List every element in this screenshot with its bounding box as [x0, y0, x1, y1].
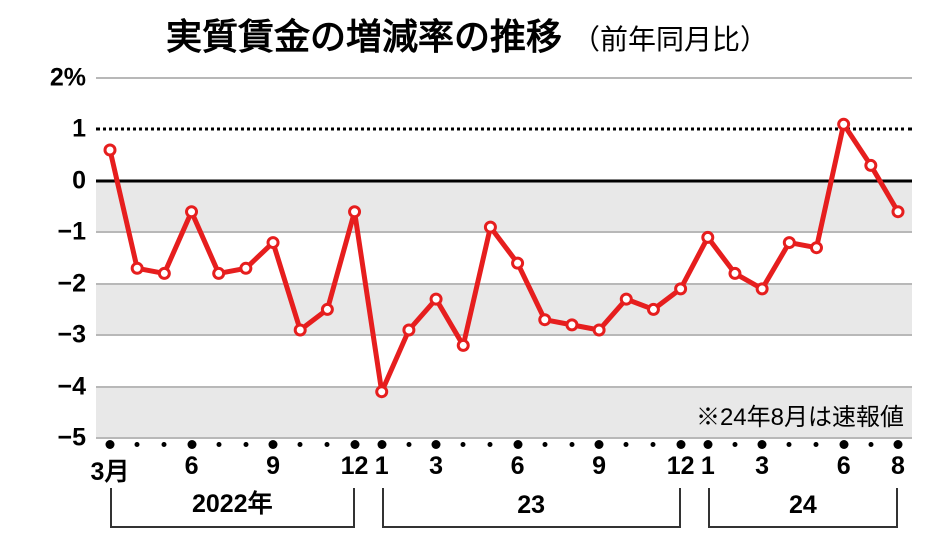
x-tick-label: 1	[375, 452, 389, 481]
x-tick-label: 3月	[91, 452, 130, 488]
y-tick-label: −1	[57, 218, 86, 247]
x-tick-dot	[732, 442, 737, 447]
data-point	[648, 304, 658, 314]
year-group-label: 2022年	[186, 484, 279, 520]
x-tick-dot	[894, 440, 903, 449]
y-axis-labels: 2%10−1−2−3−4−5	[22, 78, 92, 438]
data-point	[703, 232, 713, 242]
data-point	[187, 207, 197, 217]
x-tick-dot	[106, 440, 115, 449]
y-tick-label: −4	[57, 372, 86, 401]
x-tick-dot	[488, 442, 493, 447]
x-tick-label: 6	[837, 452, 851, 481]
data-point	[594, 325, 604, 335]
x-tick-dot	[187, 440, 196, 449]
line-series	[96, 78, 912, 438]
data-point	[621, 294, 631, 304]
x-tick-label: 9	[592, 452, 606, 481]
line-path	[110, 124, 898, 391]
plot-area: ※24年8月は速報値	[96, 78, 912, 438]
y-tick-label: 2%	[50, 64, 86, 93]
data-point	[513, 258, 523, 268]
data-point	[214, 268, 224, 278]
x-tick-dot	[350, 440, 359, 449]
x-tick-label: 6	[185, 452, 199, 481]
y-tick-label: 0	[72, 166, 86, 195]
year-group-label: 23	[511, 491, 551, 520]
data-point	[431, 294, 441, 304]
data-point	[540, 315, 550, 325]
data-point	[485, 222, 495, 232]
data-point	[159, 268, 169, 278]
data-point	[839, 119, 849, 129]
x-tick-label: 8	[891, 452, 905, 481]
x-tick-dot	[377, 440, 386, 449]
x-tick-dot	[406, 442, 411, 447]
data-point	[676, 284, 686, 294]
data-point	[404, 325, 414, 335]
year-group-bracket: 2022年	[110, 488, 355, 528]
x-tick-dot	[839, 440, 848, 449]
data-point	[350, 207, 360, 217]
data-point	[132, 263, 142, 273]
y-tick-label: −3	[57, 321, 86, 350]
x-tick-dot	[432, 440, 441, 449]
x-tick-dot	[542, 442, 547, 447]
data-point	[377, 387, 387, 397]
x-tick-dot	[325, 442, 330, 447]
data-point	[295, 325, 305, 335]
x-tick-dot	[135, 442, 140, 447]
data-point	[757, 284, 767, 294]
chart-title-sub: （前年同月比）	[572, 24, 768, 55]
x-tick-label: 9	[266, 452, 280, 481]
y-tick-label: 1	[72, 115, 86, 144]
x-axis: 3月691213691213682022年2324	[96, 438, 912, 540]
x-tick-label: 3	[429, 452, 443, 481]
x-tick-dot	[624, 442, 629, 447]
year-group-bracket: 24	[708, 488, 898, 528]
x-tick-dot	[513, 440, 522, 449]
chart-container: 2%10−1−2−3−4−5 ※24年8月は速報値	[22, 78, 912, 438]
x-tick-dot	[216, 442, 221, 447]
x-tick-label: 12	[667, 452, 695, 481]
chart-title: 実質賃金の増減率の推移 （前年同月比）	[0, 8, 934, 60]
year-group-bracket: 23	[382, 488, 681, 528]
data-point	[105, 145, 115, 155]
x-tick-label: 3	[755, 452, 769, 481]
x-tick-dot	[703, 440, 712, 449]
x-tick-dot	[162, 442, 167, 447]
x-tick-label: 6	[511, 452, 525, 481]
data-point	[268, 238, 278, 248]
x-tick-dot	[787, 442, 792, 447]
data-point	[730, 268, 740, 278]
x-tick-dot	[651, 442, 656, 447]
data-point	[866, 160, 876, 170]
chart-title-main: 実質賃金の増減率の推移	[166, 16, 562, 57]
x-tick-dot	[676, 440, 685, 449]
annotation-note: ※24年8月は速報値	[696, 397, 904, 432]
x-tick-label: 12	[341, 452, 369, 481]
x-tick-dot	[814, 442, 819, 447]
data-point	[322, 304, 332, 314]
y-tick-label: −2	[57, 269, 86, 298]
data-point	[784, 238, 794, 248]
x-tick-dot	[461, 442, 466, 447]
year-group-label: 24	[783, 491, 823, 520]
x-tick-dot	[595, 440, 604, 449]
data-point	[567, 320, 577, 330]
x-tick-dot	[269, 440, 278, 449]
x-tick-dot	[868, 442, 873, 447]
y-tick-label: −5	[57, 424, 86, 453]
data-point	[241, 263, 251, 273]
x-tick-label: 1	[701, 452, 715, 481]
data-point	[893, 207, 903, 217]
x-tick-dot	[569, 442, 574, 447]
data-point	[458, 340, 468, 350]
x-tick-dot	[298, 442, 303, 447]
x-tick-dot	[758, 440, 767, 449]
data-point	[811, 243, 821, 253]
x-tick-dot	[243, 442, 248, 447]
